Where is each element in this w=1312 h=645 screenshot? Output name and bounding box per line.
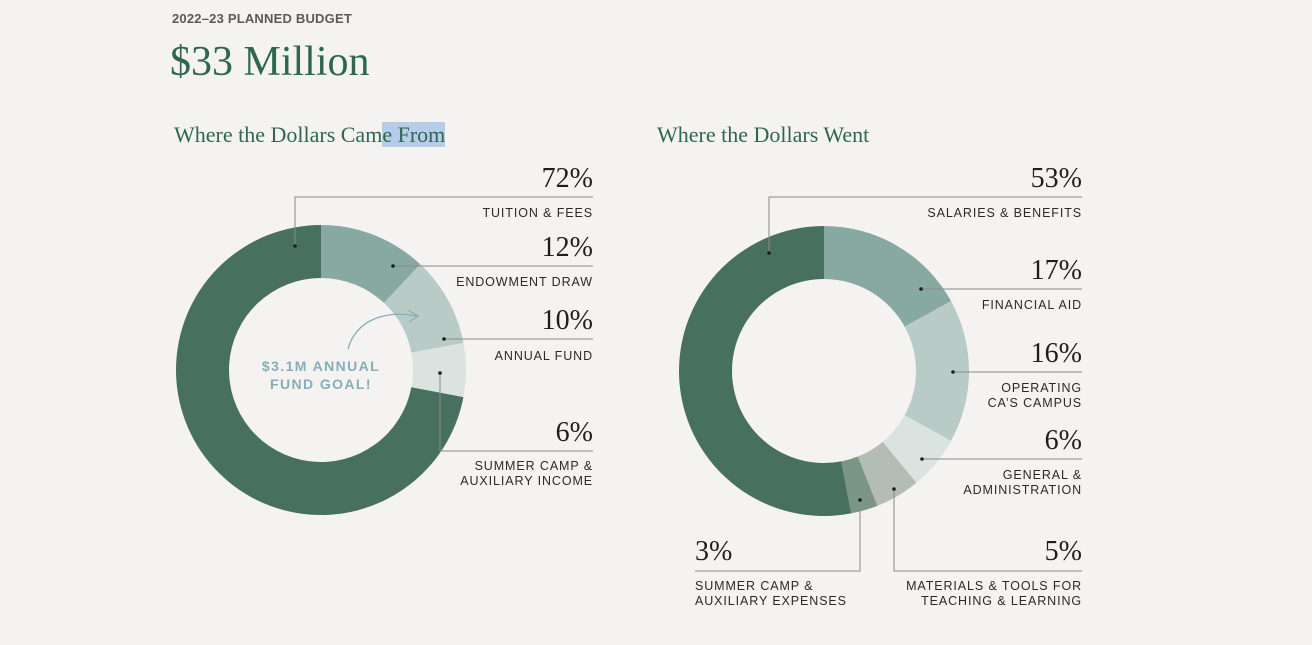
leader-line-summer-income	[439, 373, 593, 452]
dot	[892, 487, 896, 491]
budget-total: $33 Million	[170, 39, 370, 85]
label-operating: OPERATING CA’S CAMPUS	[988, 381, 1082, 411]
donut-slice-salaries-benefits	[678, 226, 852, 516]
label-line: MATERIALS & TOOLS FOR	[906, 579, 1082, 593]
pct-financial-aid: 17%	[1030, 255, 1082, 286]
budget-eyebrow: 2022–23 PLANNED BUDGET	[172, 11, 352, 26]
donut-slice-tuition-fees	[175, 225, 464, 515]
note-line: $3.1M ANNUAL	[261, 358, 381, 374]
leader-line-tuition	[294, 196, 593, 246]
pct-summer-income: 6%	[555, 417, 593, 448]
curved-arrow-icon	[347, 309, 420, 350]
pct-materials: 5%	[1044, 536, 1082, 567]
chart-title-uses: Where the Dollars Went	[657, 122, 870, 147]
donut-slice-endowment-draw	[321, 225, 421, 303]
label-endowment: ENDOWMENT DRAW	[456, 275, 593, 289]
dot	[920, 457, 924, 461]
chart-title-sources: Where the Dollars Came From	[174, 122, 446, 148]
leader-line-salaries	[768, 196, 1082, 253]
leader-dots	[293, 244, 955, 502]
label-annual-fund: ANNUAL FUND	[494, 349, 593, 363]
pct-tuition: 72%	[541, 163, 593, 194]
dot	[919, 287, 923, 291]
pct-endowment: 12%	[541, 232, 593, 263]
label-financial-aid: FINANCIAL AID	[981, 298, 1082, 312]
dot	[951, 370, 955, 374]
label-materials: MATERIALS & TOOLS FOR TEACHING & LEARNING	[906, 579, 1082, 609]
annual-fund-goal-note: $3.1M ANNUAL FUND GOAL!	[250, 357, 392, 393]
donut-slice-summer-camp-auxiliary-income	[411, 342, 466, 398]
donut-slice-general-administration	[882, 415, 952, 483]
donut-slice-financial-aid	[824, 226, 952, 327]
label-summer-income: SUMMER CAMP & AUXILIARY INCOME	[460, 459, 593, 489]
selected-text: e From	[382, 122, 446, 147]
leader-line-summer-expenses	[695, 500, 861, 572]
title-part: Where the Dollars Cam	[174, 122, 383, 147]
label-line: AUXILIARY EXPENSES	[695, 594, 847, 608]
donut-slice-operating-ca-s-campus	[904, 301, 969, 441]
label-line: AUXILIARY INCOME	[460, 474, 593, 488]
dot	[438, 371, 442, 375]
label-general: GENERAL & ADMINISTRATION	[963, 468, 1082, 498]
label-salaries: SALARIES & BENEFITS	[927, 206, 1082, 220]
donut-uses	[678, 226, 969, 516]
label-line: ADMINISTRATION	[963, 483, 1082, 497]
donut-sources	[175, 225, 466, 515]
donut-slice-annual-fund	[383, 264, 464, 353]
dot	[442, 337, 446, 341]
label-tuition: TUITION & FEES	[482, 206, 593, 220]
pct-salaries: 53%	[1030, 163, 1082, 194]
leader-line-materials	[893, 489, 1082, 572]
label-line: SUMMER CAMP &	[695, 579, 814, 593]
dot	[293, 244, 297, 248]
leader-lines	[294, 196, 1082, 572]
pct-operating: 16%	[1030, 338, 1082, 369]
label-line: TEACHING & LEARNING	[921, 594, 1082, 608]
pct-general: 6%	[1044, 425, 1082, 456]
label-line: GENERAL &	[1002, 468, 1082, 482]
dot	[391, 264, 395, 268]
label-summer-expenses: SUMMER CAMP & AUXILIARY EXPENSES	[695, 579, 847, 609]
donut-slice-materials-tools-for-teaching-learning	[857, 441, 917, 506]
label-line: SUMMER CAMP &	[474, 459, 593, 473]
dot	[767, 251, 771, 255]
label-line: OPERATING	[1001, 381, 1082, 395]
pct-annual-fund: 10%	[541, 305, 593, 336]
label-line: CA’S CAMPUS	[987, 396, 1082, 410]
dot	[858, 498, 862, 502]
note-line: FUND GOAL!	[270, 376, 372, 392]
donut-slice-summer-camp-auxiliary-expenses	[841, 456, 878, 514]
pct-summer-expenses: 3%	[695, 536, 733, 567]
